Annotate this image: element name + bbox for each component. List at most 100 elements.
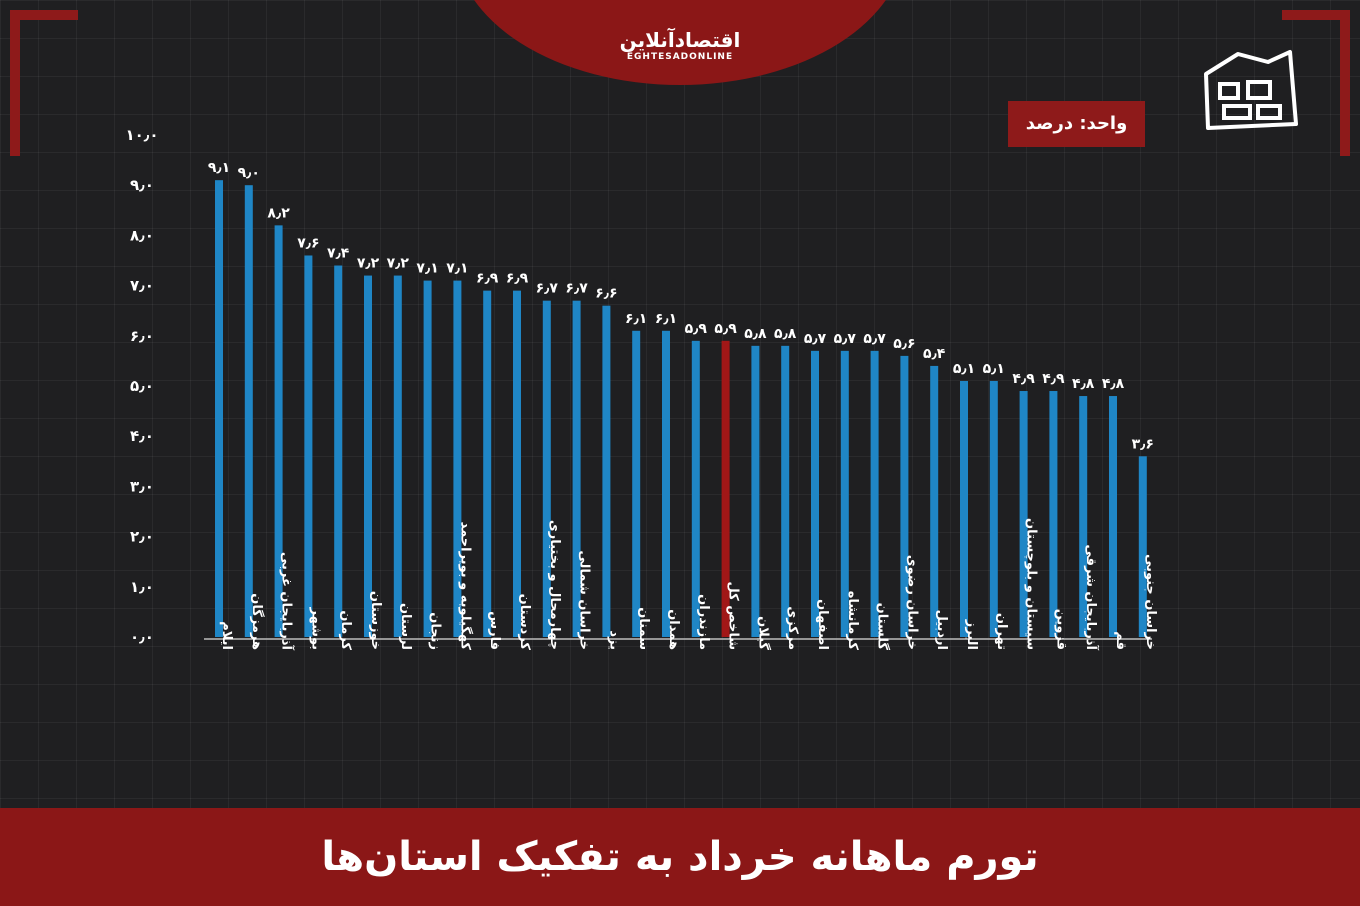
bar-value-label: ۵٫۹ <box>685 321 708 337</box>
bar-value-label: ۴٫۸ <box>1072 376 1095 392</box>
bar-value-label: ۵٫۱ <box>953 361 975 377</box>
category-label: خراسان رضوی <box>904 555 919 650</box>
category-label: خوزستان <box>368 591 383 650</box>
bar-value-label: ۵٫۹ <box>714 321 737 337</box>
brand-latin-name: EGHTESADONLINE <box>626 52 734 62</box>
bar <box>572 300 581 637</box>
bar-value-label: ۷٫۲ <box>387 256 410 272</box>
category-labels: ایلام هرمزگان آذربایجان غربی بوشهر کرمان خوزس… <box>219 518 1158 651</box>
bar-value-label: ۷٫۲ <box>357 256 380 272</box>
bar <box>811 350 819 637</box>
bar-value-label: ۵٫۴ <box>923 346 946 362</box>
bar-value-label: ۵٫۱ <box>983 361 1005 377</box>
category-label: کردستان <box>517 594 532 651</box>
bar <box>334 265 343 637</box>
bar <box>751 345 760 637</box>
bar <box>840 350 849 637</box>
unit-badge: واحد: درصد <box>1008 101 1145 147</box>
bar-value-label: ۵٫۸ <box>744 326 767 342</box>
bar <box>989 380 998 637</box>
category-label: آذربایجان غربی <box>279 552 296 651</box>
bar <box>1019 391 1028 637</box>
bar <box>900 355 909 637</box>
bar-value-label: ۹٫۰ <box>238 165 260 181</box>
bar-value-label: ۶٫۱ <box>655 311 677 327</box>
bar-value-label: ۷٫۶ <box>297 235 319 251</box>
y-tick-label: ۱٫۰ <box>130 578 154 596</box>
bar-value-label: ۶٫۹ <box>476 271 499 287</box>
category-label: آذربایجان شرقی <box>1083 544 1100 650</box>
category-label: قم <box>1113 631 1128 650</box>
bar <box>423 280 432 637</box>
category-label: کهگیلویه و بویراحمد <box>457 522 473 651</box>
footer-band <box>0 808 1360 906</box>
bar-value-label: ۵٫۶ <box>893 336 915 352</box>
bar <box>1138 456 1147 637</box>
category-label: کرمان <box>338 610 353 650</box>
bar-value-label: ۶٫۷ <box>565 281 588 297</box>
bar-value-label: ۵٫۷ <box>863 331 886 347</box>
category-label: بوشهر <box>308 607 323 651</box>
y-tick-label: ۶٫۰ <box>130 327 154 345</box>
bar <box>244 185 253 637</box>
value-labels: ۹٫۱ ۹٫۰ ۸٫۲ ۷٫۶ ۷٫۴ ۷٫۲ ۷٫۲ ۷٫۱ ۷٫۱ ۶٫۹ ۶٫۹ ۶٫۷ ۶٫۷ ۶… <box>208 160 1154 452</box>
bar-value-label: ۵٫۷ <box>834 331 857 347</box>
bar-value-label: ۷٫۱ <box>446 261 468 277</box>
bar-value-label: ۴٫۹ <box>1012 371 1035 387</box>
bar-value-label: ۵٫۸ <box>774 326 797 342</box>
category-label: زنجان <box>428 612 443 650</box>
category-label: شاخص کل <box>726 582 741 650</box>
y-tick-label: ۱۰٫۰ <box>125 126 158 144</box>
bar <box>602 305 611 637</box>
dadeh-nama-logo-icon <box>1204 50 1298 130</box>
bar <box>930 365 939 637</box>
bar-value-label: ۹٫۱ <box>208 160 230 176</box>
bar-value-label: ۳٫۶ <box>1132 436 1154 452</box>
bar <box>691 340 700 637</box>
bar-value-label: ۴٫۸ <box>1102 376 1125 392</box>
bar <box>1079 396 1088 637</box>
bar <box>632 330 641 637</box>
bar <box>513 290 521 637</box>
y-tick-label: ۰٫۰ <box>130 628 154 646</box>
bar-value-label: ۶٫۶ <box>595 286 617 302</box>
bar <box>721 340 730 637</box>
bar-value-label: ۶٫۹ <box>506 271 529 287</box>
category-label: فارس <box>487 611 502 650</box>
y-tick-label: ۸٫۰ <box>130 226 154 244</box>
category-label: لرستان <box>398 603 413 650</box>
y-tick-label: ۷٫۰ <box>130 277 154 295</box>
category-label: اردبیل <box>934 610 949 650</box>
category-label: خراسان شمالی <box>577 550 592 650</box>
y-tick-label: ۵٫۰ <box>130 377 154 395</box>
category-label: مازندران <box>696 594 711 650</box>
category-label: یزد <box>606 630 621 650</box>
corner-bracket-left <box>10 10 78 156</box>
bar-value-label: ۴٫۹ <box>1042 371 1065 387</box>
bar <box>542 300 551 637</box>
bar <box>1109 396 1117 637</box>
bar <box>781 345 790 637</box>
bar <box>393 275 402 637</box>
y-tick-label: ۳٫۰ <box>130 477 154 495</box>
category-label: چهارمحال و بختیاری <box>547 520 562 650</box>
bar <box>1049 391 1058 637</box>
category-label: البرز <box>964 619 979 650</box>
y-axis-ticks: ۰٫۰ ۱٫۰ ۲٫۰ ۳٫۰ ۴٫۰ ۵٫۰ ۶٫۰ ۷٫۰ ۸٫۰ ۹٫۰ ۱۰٫۰ <box>125 126 158 646</box>
bar <box>870 350 879 637</box>
bar <box>662 330 670 637</box>
bar <box>215 180 223 637</box>
category-label: کرمانشاه <box>845 591 860 651</box>
category-label: اصفهان <box>815 599 830 650</box>
category-label: خراسان جنوبی <box>1143 554 1158 650</box>
bar-value-label: ۶٫۱ <box>625 311 647 327</box>
bar-chart: ۰٫۰۱٫۰۲٫۰۳٫۰۴٫۰۵٫۰۶٫۰۷٫۰۸٫۰۹٫۰۱۰٫۰ ۹٫۱ ۹٫… <box>125 126 1158 651</box>
bar <box>304 255 313 638</box>
y-tick-label: ۹٫۰ <box>130 176 154 194</box>
y-tick-label: ۲٫۰ <box>130 528 154 546</box>
category-label: سیستان و بلوچستان <box>1024 518 1039 650</box>
chart-title: تورم ماهانه خرداد به تفکیک استان‌ها <box>321 834 1039 880</box>
bar <box>364 275 372 637</box>
bar <box>960 380 968 637</box>
